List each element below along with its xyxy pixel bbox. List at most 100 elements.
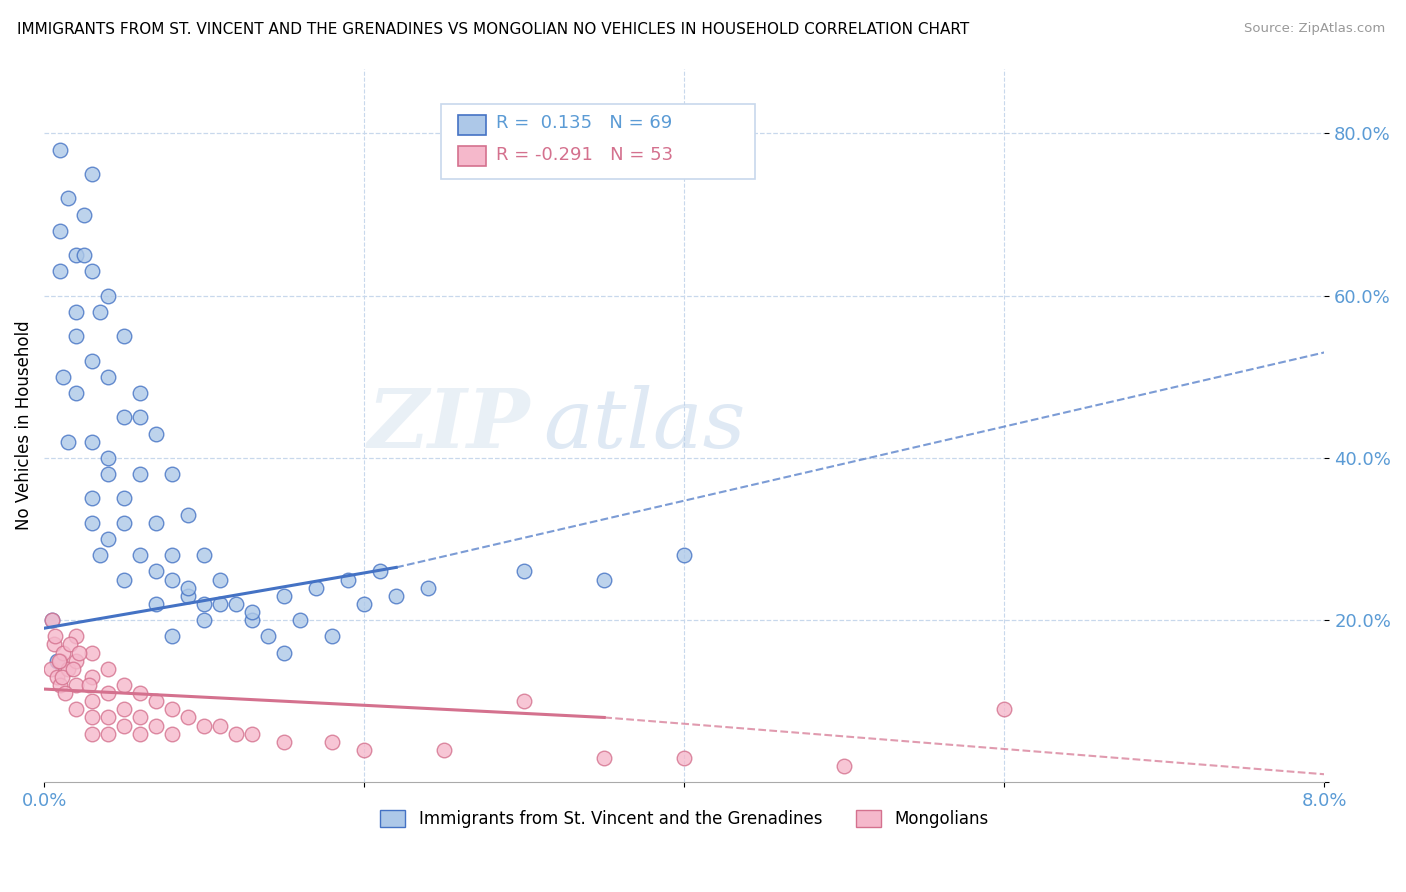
Text: R =  0.135   N = 69: R = 0.135 N = 69 (496, 114, 672, 133)
Text: IMMIGRANTS FROM ST. VINCENT AND THE GRENADINES VS MONGOLIAN NO VEHICLES IN HOUSE: IMMIGRANTS FROM ST. VINCENT AND THE GREN… (17, 22, 969, 37)
Point (160, 727, 183, 741)
Point (129, 386, 152, 401)
Point (41, 613, 63, 627)
Point (112, 702, 135, 716)
Point (65, 305, 87, 319)
Point (82, 694, 104, 708)
Point (42, 637, 65, 651)
Point (513, 565, 536, 579)
Point (288, 613, 311, 627)
Point (145, 426, 167, 441)
Point (257, 629, 280, 643)
Point (145, 597, 167, 611)
Point (225, 597, 247, 611)
Text: R = -0.291   N = 53: R = -0.291 N = 53 (496, 146, 673, 164)
Point (418, 581, 440, 595)
Point (177, 581, 200, 595)
Point (97, 532, 120, 546)
FancyBboxPatch shape (457, 146, 486, 166)
Point (82, 516, 104, 530)
Point (593, 573, 616, 587)
FancyBboxPatch shape (457, 115, 486, 135)
Point (993, 702, 1015, 716)
Point (97, 710, 120, 724)
Point (240, 605, 263, 619)
Point (56, 662, 79, 676)
Point (225, 727, 247, 741)
Point (593, 751, 616, 765)
Point (65, 329, 87, 343)
Point (97, 450, 120, 465)
Point (273, 646, 295, 660)
Point (112, 516, 135, 530)
Point (368, 565, 391, 579)
Point (240, 613, 263, 627)
Point (145, 516, 167, 530)
Text: ZIP: ZIP (368, 385, 530, 466)
Point (53, 686, 76, 700)
Point (321, 735, 343, 749)
Point (82, 710, 104, 724)
Point (59, 637, 82, 651)
Point (65, 629, 87, 643)
Point (513, 694, 536, 708)
Point (82, 353, 104, 368)
Point (77, 678, 100, 692)
Point (673, 751, 696, 765)
Point (209, 718, 232, 732)
Point (209, 573, 232, 587)
Point (433, 743, 456, 757)
Point (321, 629, 343, 643)
Point (51, 670, 73, 684)
Point (177, 589, 200, 603)
Point (160, 548, 183, 562)
Point (193, 597, 215, 611)
Point (129, 467, 152, 482)
Point (49, 264, 72, 278)
Point (129, 686, 152, 700)
Point (65, 386, 87, 401)
Point (56, 434, 79, 449)
Point (177, 710, 200, 724)
Point (145, 565, 167, 579)
Point (160, 467, 183, 482)
Point (353, 743, 375, 757)
Point (82, 491, 104, 506)
Point (52, 646, 75, 660)
Point (129, 548, 152, 562)
Point (145, 694, 167, 708)
Point (82, 727, 104, 741)
Point (160, 629, 183, 643)
Point (129, 727, 152, 741)
Point (240, 727, 263, 741)
Point (39, 662, 62, 676)
Point (65, 654, 87, 668)
Point (177, 508, 200, 522)
Point (41, 613, 63, 627)
Point (337, 573, 360, 587)
Point (160, 573, 183, 587)
Point (112, 329, 135, 343)
Point (193, 718, 215, 732)
Legend: Immigrants from St. Vincent and the Grenadines, Mongolians: Immigrants from St. Vincent and the Gren… (374, 803, 995, 835)
Point (73, 208, 96, 222)
Y-axis label: No Vehicles in Household: No Vehicles in Household (15, 320, 32, 530)
Point (82, 434, 104, 449)
Text: atlas: atlas (544, 385, 745, 466)
Point (48, 654, 70, 668)
Point (209, 597, 232, 611)
Point (65, 702, 87, 716)
Point (52, 369, 75, 384)
Point (273, 735, 295, 749)
Point (89, 548, 111, 562)
Point (82, 264, 104, 278)
Point (160, 702, 183, 716)
Point (82, 670, 104, 684)
Point (832, 759, 855, 773)
Point (97, 467, 120, 482)
Point (97, 686, 120, 700)
Point (65, 678, 87, 692)
Point (97, 369, 120, 384)
Point (97, 288, 120, 302)
Point (49, 678, 72, 692)
